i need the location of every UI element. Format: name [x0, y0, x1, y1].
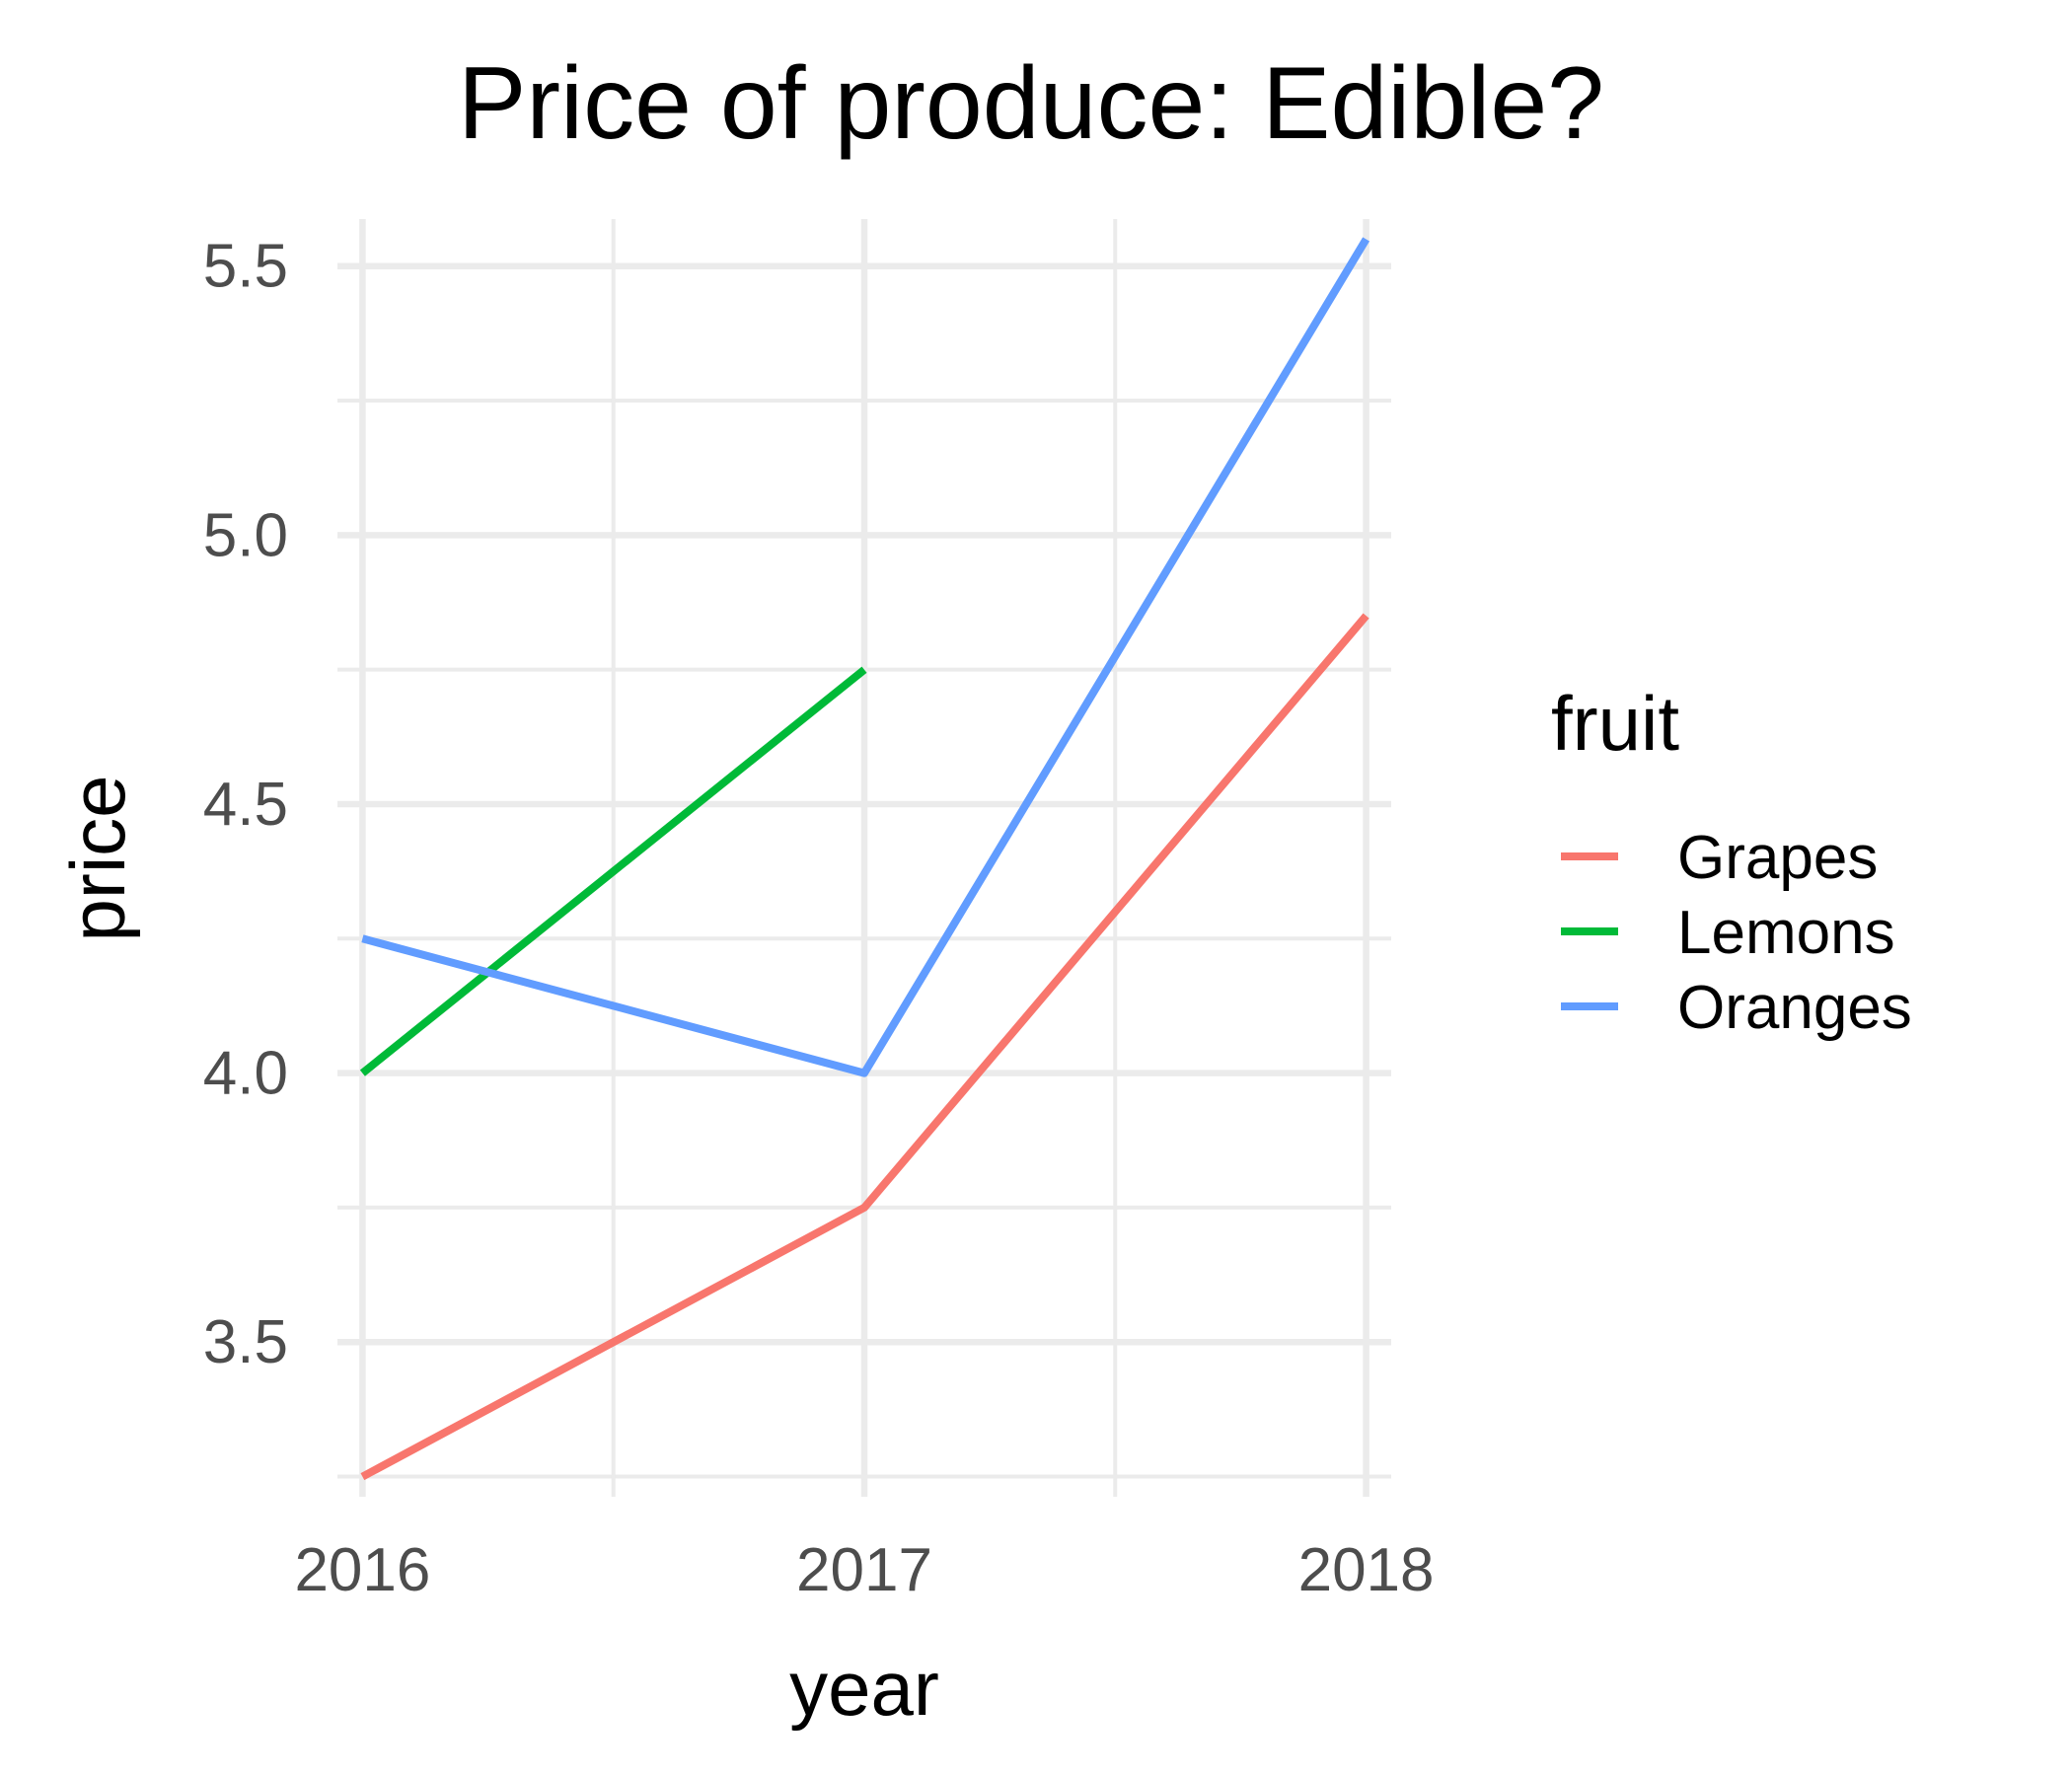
y-tick-label: 4.0 — [203, 1040, 288, 1108]
x-axis-tick-labels: 2016 2017 2018 — [294, 1536, 1434, 1604]
legend-label-oranges: Oranges — [1677, 974, 1912, 1042]
x-axis-title: year — [789, 1645, 939, 1732]
chart-title: Price of produce: Edible? — [458, 46, 1604, 161]
x-tick-label: 2016 — [294, 1536, 430, 1604]
series-lines — [359, 237, 1370, 1481]
y-tick-label: 5.5 — [203, 233, 288, 301]
legend-label-lemons: Lemons — [1677, 899, 1895, 967]
y-axis-tick-labels: 3.5 4.0 4.5 5.0 5.5 — [203, 233, 288, 1377]
y-tick-label: 4.5 — [203, 771, 288, 839]
y-axis-title: price — [54, 775, 141, 941]
y-tick-label: 5.0 — [203, 501, 288, 569]
x-tick-label: 2018 — [1298, 1536, 1435, 1604]
legend-title: fruit — [1551, 680, 1679, 767]
legend: fruit Grapes Lemons Oranges — [1551, 680, 1912, 1042]
series-line-lemons — [359, 666, 867, 1076]
plot-grid — [337, 219, 1391, 1497]
legend-label-grapes: Grapes — [1677, 824, 1878, 892]
series-line-grapes — [360, 613, 1369, 1481]
series-line-oranges — [361, 237, 1370, 1077]
legend-items: Grapes Lemons Oranges — [1561, 824, 1912, 1042]
y-tick-label: 3.5 — [203, 1308, 288, 1376]
x-tick-label: 2017 — [796, 1536, 932, 1604]
